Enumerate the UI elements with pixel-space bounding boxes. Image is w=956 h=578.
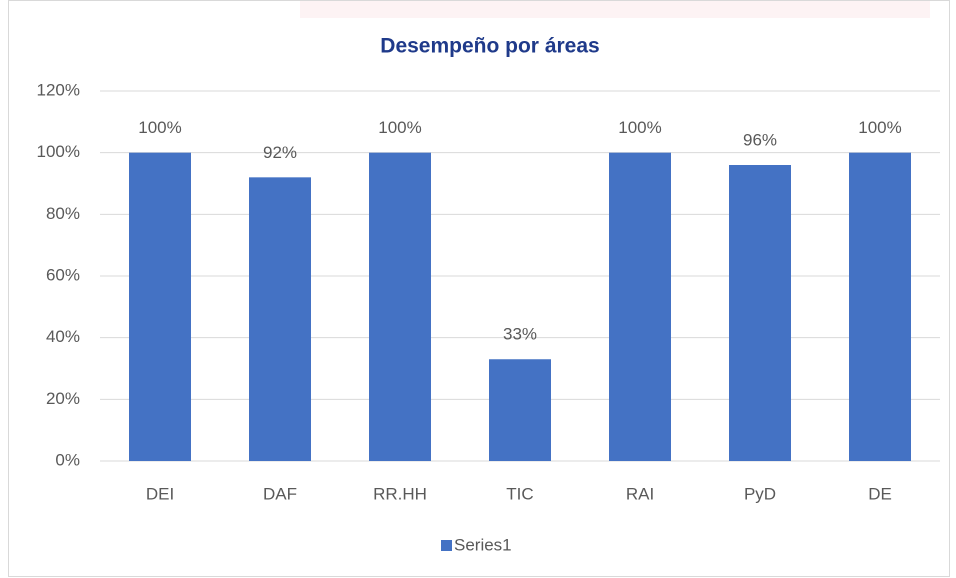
data-label: 92% (263, 143, 297, 162)
y-tick-label: 100% (37, 142, 80, 161)
data-label: 100% (858, 118, 901, 137)
x-tick-label: RAI (626, 484, 654, 503)
background-band (300, 0, 930, 18)
data-label: 100% (138, 118, 181, 137)
x-tick-label: TIC (506, 484, 533, 503)
y-tick-label: 40% (46, 327, 80, 346)
data-label: 100% (378, 118, 421, 137)
y-tick-label: 20% (46, 389, 80, 408)
chart-border (8, 0, 950, 577)
bar (249, 177, 311, 462)
x-tick-label: RR.HH (373, 484, 427, 503)
x-tick-label: PyD (744, 484, 776, 503)
bar (609, 152, 671, 461)
data-label: 33% (503, 325, 537, 344)
chart-title: Desempeño por áreas (380, 35, 599, 58)
x-tick-label: DEI (146, 484, 174, 503)
legend-swatch (441, 540, 452, 551)
bar (369, 152, 431, 461)
bar (489, 359, 551, 461)
x-tick-label: DE (868, 484, 892, 503)
data-label: 100% (618, 118, 661, 137)
x-tick-label: DAF (263, 484, 297, 503)
y-tick-label: 60% (46, 265, 80, 284)
bar (729, 165, 791, 461)
bar (849, 152, 911, 461)
bar (129, 152, 191, 461)
y-tick-label: 80% (46, 204, 80, 223)
legend-label: Series1 (454, 535, 512, 554)
data-label: 96% (743, 130, 777, 149)
y-tick-label: 0% (55, 450, 80, 469)
y-tick-label: 120% (37, 80, 80, 99)
